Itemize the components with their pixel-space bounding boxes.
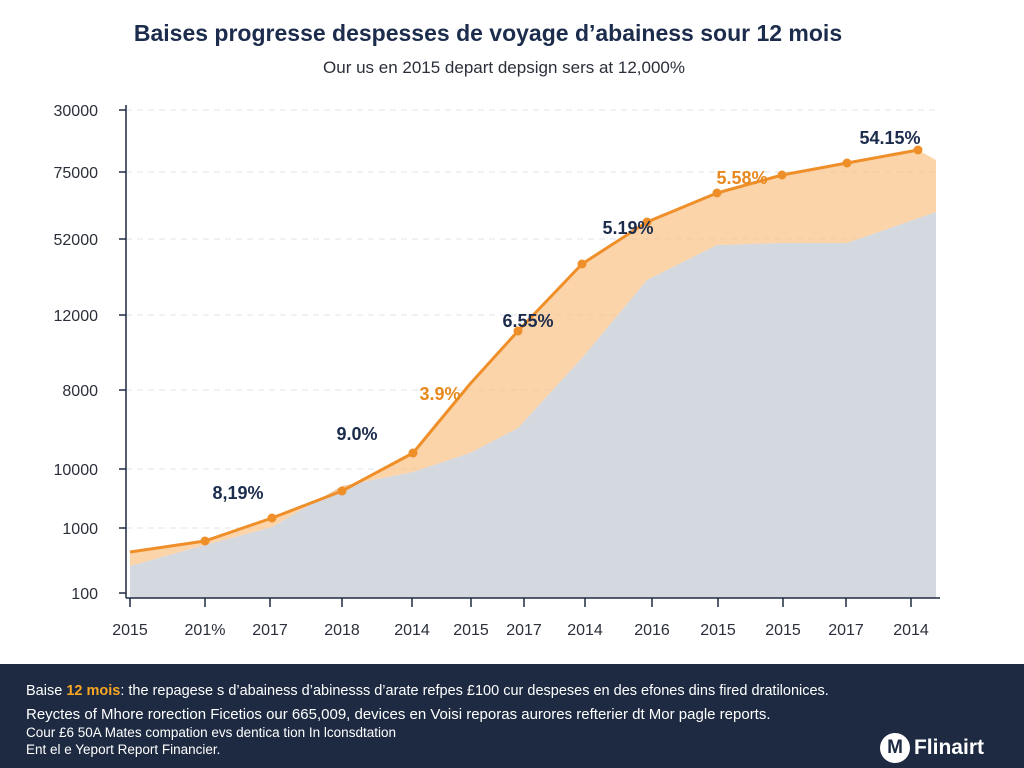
data-point <box>513 326 523 336</box>
footer-line-1-text: : the repagese s d’abainess d’abinesss d… <box>120 683 829 699</box>
data-point <box>913 145 923 155</box>
footer-line-3: Cour £6 50A Mates compation evs dentica … <box>26 725 396 740</box>
data-point <box>337 486 347 496</box>
x-tick-label: 2015 <box>112 622 148 639</box>
data-point <box>408 448 418 458</box>
x-tick-label: 2016 <box>634 622 670 639</box>
y-tick-label: 75000 <box>54 165 99 182</box>
range-band-area <box>130 150 936 566</box>
footer-line-2: Reyctes of Mhore rorection Ficetios our … <box>26 706 771 723</box>
x-tick-label: 2015 <box>453 622 489 639</box>
x-tick-label: 2018 <box>324 622 360 639</box>
data-label: 8,19% <box>212 483 263 503</box>
y-tick-label: 8000 <box>62 383 98 400</box>
logo-text: Flinairt <box>913 736 984 759</box>
data-label: 6.55% <box>502 311 553 331</box>
footer-highlight: 12 mois <box>66 683 121 699</box>
data-label: 5.19% <box>602 218 653 238</box>
data-point <box>200 536 210 546</box>
x-tick-label: 2014 <box>893 622 929 639</box>
footer-line-1-prefix: Baise <box>26 683 67 699</box>
y-tick-label: 30000 <box>54 103 99 120</box>
x-tick-label: 2014 <box>567 622 603 639</box>
y-tick-label: 10000 <box>54 462 99 479</box>
baseline-area <box>130 212 936 598</box>
y-tick-label: 100 <box>71 586 98 603</box>
logo-icon: M <box>879 733 910 763</box>
data-point <box>577 259 587 269</box>
data-label: 3.9% <box>419 384 460 404</box>
x-tick-label: 2017 <box>252 622 288 639</box>
data-point <box>842 158 852 168</box>
data-point <box>712 188 722 198</box>
chart-title: Baises progresse despesses de voyage d’a… <box>133 20 843 46</box>
y-tick-label: 52000 <box>54 232 99 249</box>
x-tick-label: 2015 <box>765 622 801 639</box>
data-label: 54.15% <box>859 128 920 148</box>
y-tick-label: 12000 <box>54 308 99 325</box>
data-label: 9.0% <box>336 424 377 444</box>
data-point <box>642 217 652 227</box>
x-tick-label: 2017 <box>506 622 542 639</box>
data-point <box>267 513 277 523</box>
line-chart: 100 1000 10000 8000 12000 52000 75000 30000 2015… <box>54 103 940 639</box>
x-tick-label: 201% <box>185 622 226 639</box>
data-label: 5.58% <box>716 168 767 188</box>
footer-line-4: Ent el e Yeport Report Financier. <box>26 742 221 757</box>
brand-logo: M Flinairt <box>879 733 984 763</box>
y-tick-label: 1000 <box>62 521 98 538</box>
x-tick-label: 2017 <box>828 622 864 639</box>
x-tick-label: 2014 <box>394 622 430 639</box>
data-point <box>777 170 787 180</box>
chart-subtitle: Our us en 2015 depart depsign sers at 12… <box>323 58 685 77</box>
footer-panel: Baise 12 mois: the repagese s d’abainess… <box>0 664 1024 768</box>
footer-line-1: Baise 12 mois: the repagese s d’abainess… <box>26 683 829 699</box>
x-tick-label: 2015 <box>700 622 736 639</box>
